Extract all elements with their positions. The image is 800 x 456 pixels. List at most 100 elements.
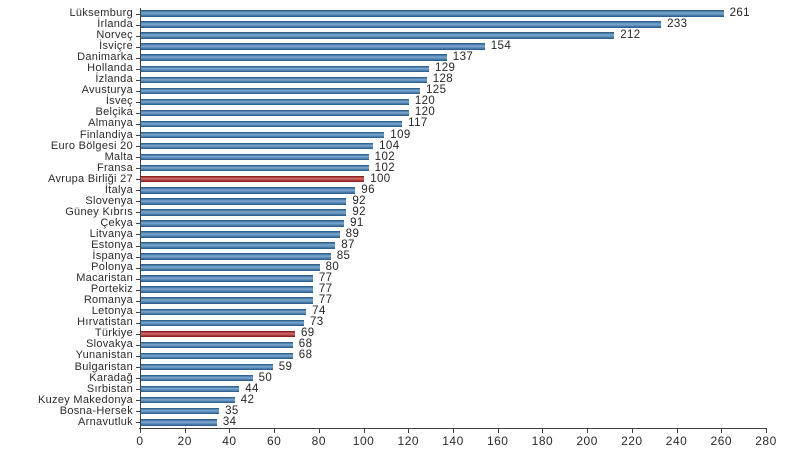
chart-row: Finlandiya 109 (0, 128, 800, 141)
bar (141, 385, 240, 393)
bar-highlighted (141, 330, 296, 338)
plot-cell: 100 (136, 172, 766, 185)
category-label: İsviçre (99, 40, 133, 53)
category-label: Türkiye (94, 327, 133, 340)
category-label: Güney Kıbrıs (65, 205, 133, 218)
value-label: 104 (379, 139, 400, 152)
x-axis-tick (453, 428, 454, 433)
x-axis-tick (318, 428, 320, 433)
plot-cell: 77 (136, 272, 766, 285)
x-axis-tick-label: 180 (531, 434, 554, 448)
plot-cell: 73 (136, 317, 766, 329)
plot-cell: 109 (136, 129, 766, 141)
plot-cell: 92 (136, 206, 766, 218)
chart-row: Almanya 117 (0, 117, 800, 130)
value-label: 128 (432, 73, 454, 86)
chart-row: Polonya 80 (0, 261, 800, 274)
bar (141, 374, 253, 382)
bar (141, 153, 369, 161)
category-label: Belçika (95, 106, 133, 119)
x-axis-tick (497, 428, 499, 433)
chart-row: Hırvatistan 73 (0, 317, 800, 329)
bar (141, 319, 304, 327)
category-label: Çekya (100, 216, 133, 229)
plot-cell: 89 (136, 227, 766, 240)
x-axis-tick (184, 428, 186, 433)
category-label: Litvanya (89, 227, 133, 240)
chart-row: Yunanistan 68 (0, 349, 800, 362)
plot-cell: 77 (136, 283, 766, 296)
category-label: Almanya (88, 117, 133, 130)
category-label: Bulgaristan (74, 360, 133, 373)
category-label: Hollanda (87, 62, 133, 75)
x-axis-tick (140, 428, 141, 433)
chart-row: İsveç 120 (0, 96, 800, 108)
plot-cell: 85 (136, 250, 766, 263)
chart-row: Letonya 74 (0, 305, 800, 318)
value-label: 137 (452, 51, 474, 64)
plot-cell: 117 (136, 118, 766, 130)
plot-cell: 77 (136, 294, 766, 307)
plot-cell: 129 (136, 62, 766, 75)
plot-cell: 125 (136, 84, 766, 97)
bar (141, 220, 345, 227)
category-label: Karadağ (89, 371, 133, 384)
chart-row: Belçika 120 (0, 106, 800, 119)
value-label: 77 (318, 283, 333, 296)
plot-cell: 137 (136, 51, 766, 64)
category-label: Sırbistan (86, 382, 133, 395)
bar (141, 209, 347, 216)
bar (141, 65, 429, 72)
x-axis-tick (363, 428, 365, 433)
category-label: Macaristan (76, 272, 133, 285)
chart-row: Norveç 212 (0, 29, 800, 42)
bar (141, 297, 313, 304)
plot-cell: 42 (136, 394, 766, 406)
category-label: Avusturya (81, 84, 133, 97)
category-label: Finlandiya (79, 128, 133, 141)
bar (141, 120, 403, 128)
x-axis-tick-label: 100 (352, 434, 375, 448)
value-label: 68 (298, 349, 313, 362)
plot-cell: 69 (136, 327, 766, 340)
category-label: Euro Bölgesi 20 (50, 139, 133, 152)
bar (141, 131, 385, 139)
value-label: 125 (426, 84, 447, 97)
chart-row: İzlanda 128 (0, 73, 800, 86)
chart-row: Bosna-Hersek 35 (0, 405, 800, 417)
x-axis-tick (676, 428, 678, 433)
bar (141, 419, 217, 426)
value-label: 50 (258, 371, 273, 384)
category-label: Avrupa Birliği 27 (48, 172, 133, 185)
value-label: 69 (301, 327, 315, 340)
value-label: 74 (312, 305, 326, 318)
plot-cell: 261 (136, 7, 766, 20)
plot-cell: 50 (136, 371, 766, 384)
value-label: 87 (341, 239, 355, 251)
bar (141, 164, 369, 172)
chart-row: Fransa 102 (0, 162, 800, 174)
bar (141, 109, 409, 117)
category-label: Slovakya (85, 338, 133, 351)
chart-row: Arnavutluk 34 (0, 416, 800, 428)
bar (141, 363, 273, 371)
x-axis-tick-label: 260 (710, 434, 733, 448)
plot-cell: 154 (136, 40, 766, 53)
chart-row: Malta 102 (0, 151, 800, 163)
value-label: 89 (345, 227, 360, 240)
x-axis-tick-label: 120 (397, 434, 420, 448)
category-label: Letonya (91, 305, 133, 318)
bar-rows: Lüksemburg 261 İrlanda 233 Norveç 212 İsviçre 1… (0, 7, 800, 428)
value-label: 129 (434, 62, 456, 75)
plot-cell: 91 (136, 216, 766, 229)
value-label: 100 (370, 172, 391, 185)
chart-row: İtalya 96 (0, 184, 800, 196)
plot-cell: 120 (136, 107, 766, 119)
bar (141, 264, 320, 271)
category-label: Danimarka (77, 51, 133, 64)
category-label: Yunanistan (75, 349, 133, 362)
value-label: 91 (350, 216, 364, 229)
bar (141, 54, 447, 61)
chart-row: Danimarka 137 (0, 51, 800, 64)
bar (141, 142, 374, 150)
